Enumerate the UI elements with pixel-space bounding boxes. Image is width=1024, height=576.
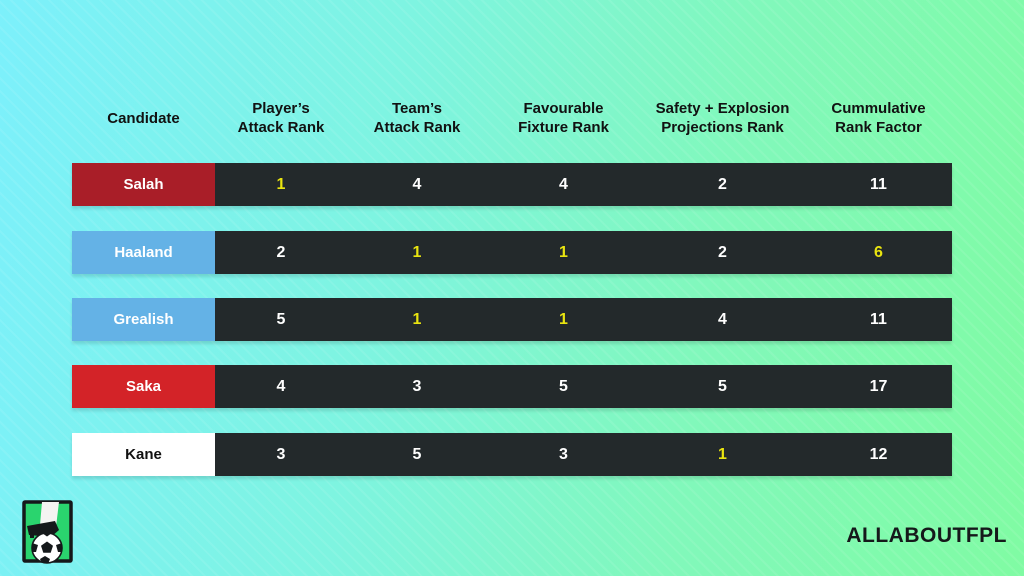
rank-cell: 1	[487, 298, 640, 341]
candidate-cell: Haaland	[72, 231, 215, 274]
rank-cell: 6	[805, 231, 952, 274]
table-row-saka: Saka 4 3 5 5 17	[72, 365, 952, 408]
table-row-salah: Salah 1 4 4 2 11	[72, 163, 952, 206]
brand-wordmark: ALLABOUTFPL	[846, 524, 1007, 547]
rank-cell: 5	[215, 298, 347, 341]
rank-cell: 2	[215, 231, 347, 274]
column-header-cumulative-rank-factor: Cummulative Rank Factor	[831, 100, 926, 136]
rank-cell: 1	[347, 231, 487, 274]
candidate-cell: Salah	[72, 163, 215, 206]
candidate-cell: Kane	[72, 433, 215, 476]
rank-cell: 17	[805, 365, 952, 408]
rank-cell: 5	[640, 365, 805, 408]
table-row-grealish: Grealish 5 1 1 4 11	[72, 298, 952, 341]
rank-cell: 4	[215, 365, 347, 408]
rank-cell: 5	[487, 365, 640, 408]
rank-cell: 3	[215, 433, 347, 476]
rank-cell: 5	[347, 433, 487, 476]
rank-cell: 1	[487, 231, 640, 274]
rank-cell: 3	[347, 365, 487, 408]
rank-cell: 3	[487, 433, 640, 476]
table-row-kane: Kane 3 5 3 1 12	[72, 433, 952, 476]
ball-patches	[32, 533, 62, 563]
table-row-haaland: Haaland 2 1 1 2 6	[72, 231, 952, 274]
candidate-cell: Saka	[72, 365, 215, 408]
rank-cell: 11	[805, 163, 952, 206]
rank-cell: 11	[805, 298, 952, 341]
column-header-safety-explosion-rank: Safety + Explosion Projections Rank	[655, 100, 790, 136]
rank-cell: 2	[640, 231, 805, 274]
column-header-players-attack-rank: Player’s Attack Rank	[237, 100, 325, 136]
rank-cell: 2	[640, 163, 805, 206]
rank-cell: 1	[347, 298, 487, 341]
boot-on-ball-icon	[22, 500, 73, 564]
rank-cell: 12	[805, 433, 952, 476]
sock-shape	[40, 502, 59, 527]
rank-cell: 4	[640, 298, 805, 341]
rank-cell: 4	[347, 163, 487, 206]
rank-cell: 4	[487, 163, 640, 206]
column-header-favourable-fixture-rank: Favourable Fixture Rank	[518, 100, 609, 136]
rank-cell: 1	[640, 433, 805, 476]
table-header-row: Candidate Player’s Attack Rank Team’s At…	[72, 93, 952, 143]
column-header-teams-attack-rank: Team’s Attack Rank	[373, 100, 461, 136]
rank-cell: 1	[215, 163, 347, 206]
column-header-candidate: Candidate	[107, 109, 180, 127]
candidate-cell: Grealish	[72, 298, 215, 341]
